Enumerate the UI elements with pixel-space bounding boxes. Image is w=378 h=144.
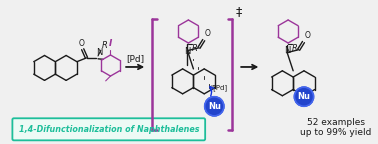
- Text: R: R: [192, 44, 198, 53]
- Text: Nu: Nu: [297, 92, 310, 101]
- Circle shape: [204, 97, 224, 116]
- Text: N: N: [96, 48, 103, 57]
- Text: 1,4-Difunctionalization of Naphthalenes: 1,4-Difunctionalization of Naphthalenes: [19, 125, 199, 134]
- Text: O: O: [79, 39, 85, 48]
- Text: "[Pd]: "[Pd]: [210, 85, 227, 91]
- Text: R: R: [101, 41, 107, 50]
- Text: 52 examples: 52 examples: [307, 118, 365, 127]
- Text: ‡: ‡: [235, 5, 242, 18]
- Text: R: R: [292, 44, 298, 53]
- Text: up to 99% yield: up to 99% yield: [301, 128, 372, 137]
- Circle shape: [294, 87, 314, 106]
- Text: N: N: [284, 46, 291, 55]
- FancyBboxPatch shape: [12, 118, 205, 140]
- Text: N: N: [184, 47, 191, 56]
- Text: [Pd]: [Pd]: [126, 54, 144, 63]
- Text: I: I: [109, 39, 112, 48]
- FancyArrowPatch shape: [210, 87, 214, 96]
- Text: Nu: Nu: [208, 102, 221, 111]
- Text: O: O: [304, 31, 310, 40]
- Text: O: O: [204, 29, 211, 38]
